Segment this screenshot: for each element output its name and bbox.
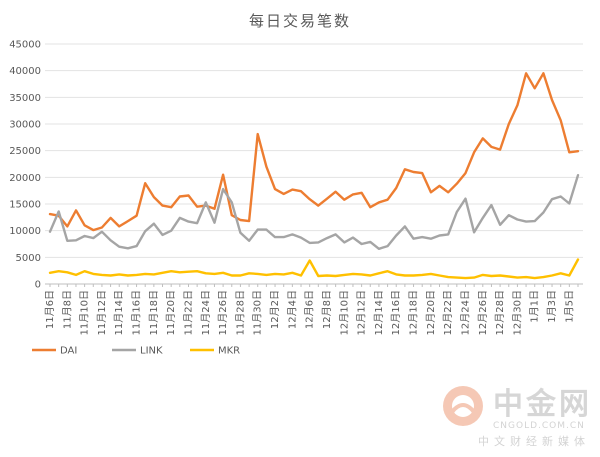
x-tick-label: 12月10日 [338, 290, 350, 335]
x-tick-label: 12月22日 [442, 290, 454, 335]
x-tick-label: 11月8日 [61, 290, 73, 329]
x-tick-label: 12月16日 [390, 290, 402, 335]
x-tick-label: 11月12日 [96, 290, 108, 335]
y-tick-label: 30000 [9, 120, 41, 131]
x-tick-label: 12月14日 [373, 290, 385, 335]
y-tick-label: 35000 [9, 93, 41, 104]
series-line-mkr [48, 258, 580, 280]
x-tick-label: 1月1日 [529, 290, 541, 323]
legend: DAI LINK MKR [32, 346, 240, 357]
series-line-link [48, 173, 580, 251]
series-line-dai [48, 72, 580, 232]
y-tick-label: 10000 [9, 226, 41, 237]
watermark-brand: 中金网 [493, 387, 592, 422]
y-tick-label: 40000 [9, 66, 41, 77]
y-tick-label: 15000 [9, 200, 41, 211]
legend-label-mkr: MKR [218, 346, 240, 357]
x-tick-label: 12月30日 [511, 290, 523, 335]
y-tick-label: 25000 [9, 146, 41, 157]
x-tick-label: 12月24日 [459, 290, 471, 335]
legend-label-dai: DAI [60, 346, 77, 357]
x-tick-label: 12月18日 [408, 290, 420, 335]
x-tick-label: 12月12日 [356, 290, 368, 335]
y-axis-ticks: 0 5000 10000 15000 20000 25000 30000 35000 40000… [9, 40, 41, 291]
y-tick-label: 5000 [16, 253, 41, 264]
x-tick-label: 11月6日 [44, 290, 56, 329]
x-tick-label: 11月22日 [182, 290, 194, 335]
x-axis-ticks: 11月6日 11月8日 11月10日 11月12日 11月14日 11月16日 11月18日… [44, 284, 579, 335]
x-tick-label: 11月28日 [234, 290, 246, 335]
x-tick-label: 12月20日 [425, 290, 437, 335]
x-tick-label: 11月26日 [217, 290, 229, 335]
x-tick-label: 11月24日 [200, 290, 212, 335]
cngold-logo-icon [443, 386, 483, 426]
x-tick-label: 12月28日 [494, 290, 506, 335]
x-tick-label: 11月16日 [131, 290, 143, 335]
x-tick-label: 1月3日 [546, 290, 558, 323]
x-tick-label: 12月26日 [477, 290, 489, 335]
chart-title: 每日交易笔数 [249, 12, 351, 30]
y-tick-label: 20000 [9, 173, 41, 184]
watermark: 中金网 CNGOLD.COM.CN 中文财经新媒体 [443, 386, 592, 448]
watermark-url: CNGOLD.COM.CN [493, 421, 585, 431]
x-tick-label: 12月2日 [269, 290, 281, 329]
x-tick-label: 11月20日 [165, 290, 177, 335]
x-tick-label: 11月30日 [252, 290, 264, 335]
x-tick-label: 12月8日 [321, 290, 333, 329]
x-tick-label: 11月10日 [79, 290, 91, 335]
x-tick-label: 12月4日 [286, 290, 298, 329]
x-tick-label: 12月6日 [304, 290, 316, 329]
x-tick-label: 11月18日 [148, 290, 160, 335]
gridlines [45, 43, 583, 285]
legend-label-link: LINK [140, 346, 163, 357]
y-tick-label: 45000 [9, 40, 41, 51]
x-tick-label: 1月5日 [563, 290, 575, 323]
y-tick-label: 0 [35, 280, 41, 291]
watermark-tagline: 中文财经新媒体 [478, 434, 590, 448]
x-tick-label: 11月14日 [113, 290, 125, 335]
series-lines [48, 72, 580, 280]
